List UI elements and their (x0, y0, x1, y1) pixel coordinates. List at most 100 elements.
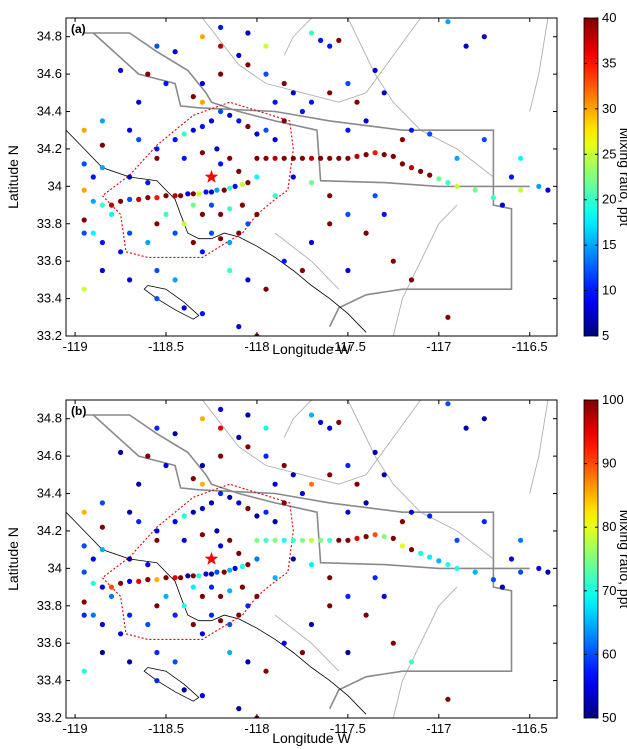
data-point (299, 267, 305, 274)
y-tick-label: 33.2 (37, 328, 62, 343)
colorbar-tick-label: 10 (602, 283, 616, 298)
data-point (118, 580, 124, 586)
road-line (274, 614, 340, 672)
road-line (347, 400, 494, 560)
data-point (463, 425, 469, 431)
source-star-marker (204, 551, 219, 565)
data-point (190, 94, 196, 100)
data-point (163, 593, 169, 600)
data-point (218, 24, 224, 30)
data-point (90, 612, 96, 618)
data-point (154, 537, 160, 543)
data-point (445, 696, 451, 702)
x-axis-label: Longitude W (272, 341, 351, 357)
panel-label: (b) (71, 404, 86, 418)
data-point (154, 649, 160, 656)
map-layer (66, 18, 551, 336)
data-point (199, 211, 205, 217)
road-line (529, 18, 549, 112)
data-point (154, 43, 160, 49)
data-point (454, 537, 460, 543)
data-point (263, 286, 269, 292)
data-point (199, 34, 205, 40)
data-point (190, 476, 196, 482)
x-tick-label: -117 (426, 721, 451, 736)
data-point (227, 588, 233, 594)
data-point (108, 202, 115, 208)
data-point (245, 412, 251, 418)
colorbar-tick-label: 100 (602, 392, 624, 407)
data-point (354, 153, 360, 159)
data-point (236, 324, 242, 330)
data-point (518, 187, 524, 193)
data-point (218, 236, 224, 242)
data-point (399, 543, 405, 549)
data-point (427, 513, 433, 519)
y-tick-label: 34.6 (37, 448, 62, 463)
data-point (327, 472, 333, 478)
data-point (227, 621, 233, 628)
data-point (145, 71, 151, 77)
data-point (254, 537, 260, 543)
data-point (481, 137, 487, 143)
data-point (345, 211, 351, 217)
data-point (518, 155, 524, 161)
data-point (199, 593, 205, 600)
y-tick-label: 34.4 (37, 104, 62, 119)
data-point (190, 127, 196, 133)
data-point (145, 180, 151, 186)
data-point (199, 693, 205, 699)
data-point (227, 112, 233, 118)
data-point (118, 449, 124, 455)
x-tick-label: -118.5 (148, 721, 184, 736)
data-point (227, 537, 233, 543)
data-point (181, 513, 187, 519)
colorbar-tick-label: 90 (602, 456, 616, 471)
data-point (190, 621, 196, 628)
data-point (327, 43, 333, 49)
data-point (181, 305, 187, 311)
axes-frame (65, 17, 558, 337)
data-point (208, 118, 215, 124)
data-point (108, 211, 115, 217)
plot-area (66, 18, 557, 336)
data-point (81, 509, 87, 515)
data-point (199, 123, 205, 130)
colorbar-label: Mixing ratio, ppt (617, 128, 627, 227)
study-area-outline (102, 483, 294, 640)
data-point (81, 161, 87, 167)
data-point (381, 593, 387, 600)
colorbar-tick-label: 20 (602, 192, 616, 207)
data-point (245, 659, 251, 665)
data-point (172, 137, 178, 143)
data-point (218, 490, 224, 497)
data-point (227, 185, 233, 191)
data-point (281, 80, 287, 87)
data-point (399, 137, 405, 143)
data-point (218, 108, 224, 115)
data-point (145, 239, 151, 246)
data-point (127, 230, 133, 236)
source-star-marker (204, 169, 219, 183)
coastline (66, 511, 367, 715)
y-tick-label: 33.4 (37, 673, 62, 688)
data-point (90, 198, 96, 204)
data-point (345, 80, 351, 87)
data-point (236, 168, 242, 174)
data-point (199, 249, 205, 255)
data-point (190, 509, 196, 515)
data-point (545, 569, 551, 575)
data-point (418, 168, 424, 174)
data-point (345, 127, 351, 133)
data-point (127, 196, 133, 202)
data-point (81, 668, 87, 674)
data-point (196, 573, 202, 579)
data-point (254, 131, 260, 137)
data-point (281, 462, 287, 469)
data-point (163, 80, 169, 87)
road-line (202, 400, 421, 485)
data-point (327, 90, 333, 96)
data-point (208, 202, 215, 208)
data-point (363, 500, 369, 506)
data-point (154, 528, 160, 534)
